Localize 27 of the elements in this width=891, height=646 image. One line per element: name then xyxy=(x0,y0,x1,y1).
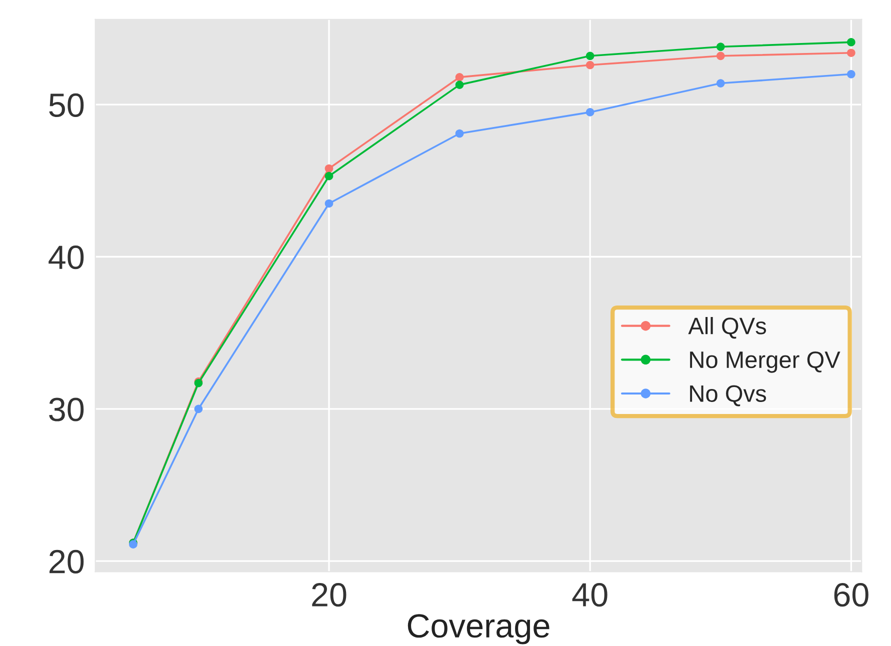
point xyxy=(846,70,856,78)
y-tick-label: 40 xyxy=(48,246,84,270)
point xyxy=(455,129,464,138)
point xyxy=(716,52,725,60)
point xyxy=(324,199,334,208)
legend-label: No Qvs xyxy=(690,385,766,406)
point xyxy=(586,108,594,116)
point xyxy=(194,404,203,414)
point xyxy=(324,164,334,173)
y-tick-label: 30 xyxy=(49,398,84,422)
point xyxy=(716,79,725,88)
x-tick-label: 40 xyxy=(572,583,608,607)
x-axis-title: Coverage xyxy=(408,614,550,644)
point xyxy=(324,172,334,180)
y-tick-label: 50 xyxy=(49,93,84,117)
point xyxy=(846,48,856,58)
x-tick-label: 20 xyxy=(312,583,346,607)
point xyxy=(586,60,594,70)
legend-label: No Merger QV xyxy=(690,351,840,373)
point xyxy=(455,80,464,89)
point xyxy=(455,73,464,82)
legend-label: All QVs xyxy=(688,317,766,339)
y-tick-label: 20 xyxy=(50,550,84,574)
x-tick-label: 60 xyxy=(834,583,868,607)
point xyxy=(846,38,856,46)
point xyxy=(716,42,725,51)
point xyxy=(586,52,594,60)
